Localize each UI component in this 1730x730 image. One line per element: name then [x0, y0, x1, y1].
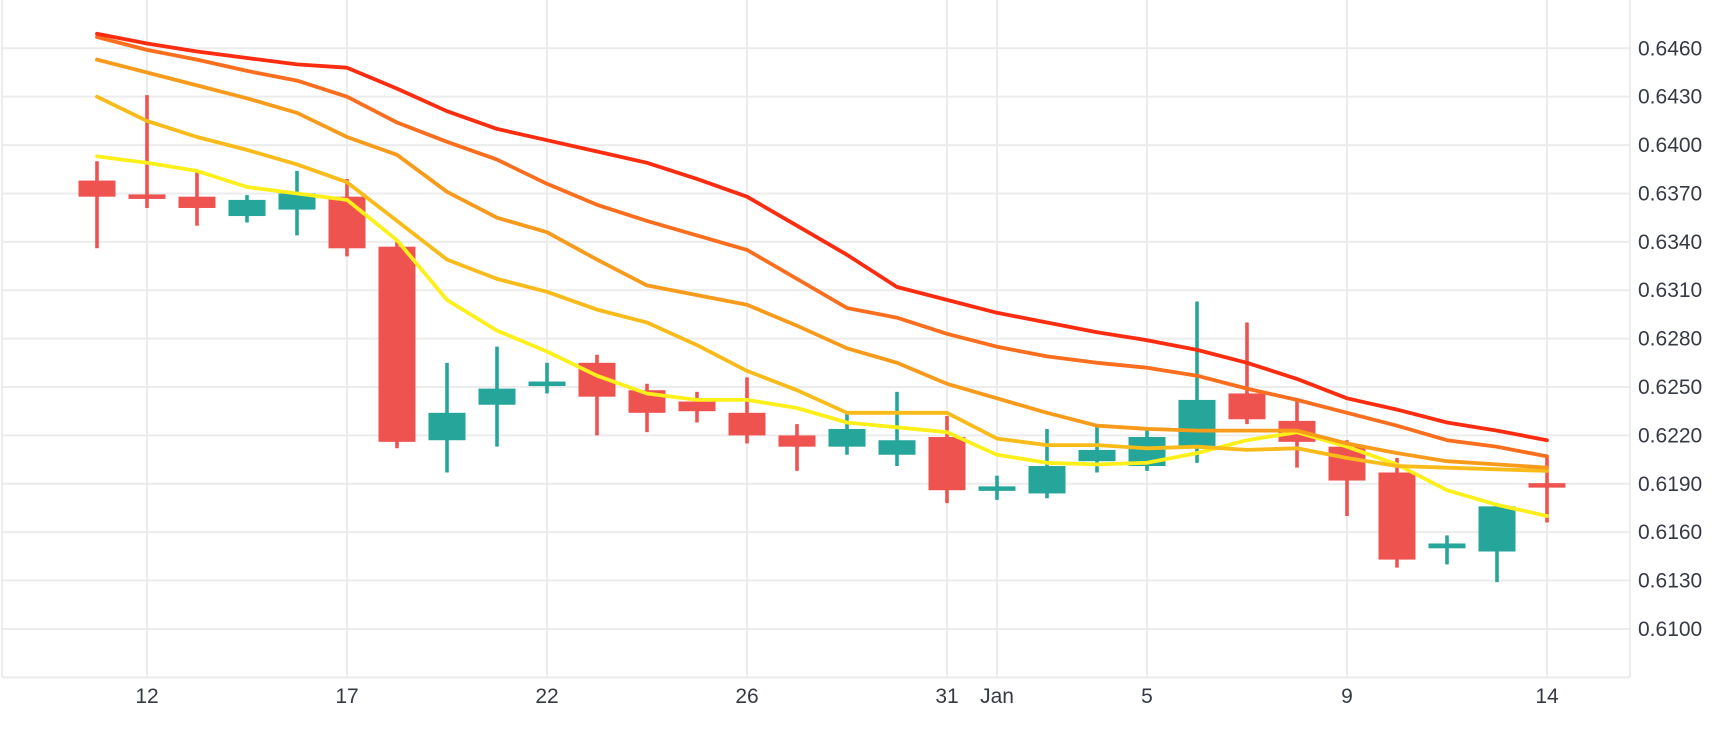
candle-body: [378, 246, 416, 442]
candle-body: [978, 486, 1016, 491]
price-axis-label: 0.6340: [1638, 231, 1702, 254]
candle-body: [1178, 399, 1216, 447]
candle-body: [928, 437, 966, 491]
price-axis-label: 0.6280: [1638, 328, 1702, 351]
price-axis-label: 0.6460: [1638, 37, 1702, 60]
price-axis-label: 0.6160: [1638, 521, 1702, 544]
candle-body: [278, 193, 316, 210]
candle-down: [1228, 322, 1266, 425]
candle-down: [128, 95, 166, 208]
candle-down: [628, 383, 666, 433]
candle-down: [728, 377, 766, 444]
candle-body: [1228, 393, 1266, 420]
price-axis-label: 0.6220: [1638, 424, 1702, 447]
time-axis[interactable]: 12 17 22 26 31 Jan 5 9 14: [135, 685, 1559, 708]
candle-body: [1028, 466, 1066, 494]
candle-down: [778, 424, 816, 471]
candle-up: [1178, 301, 1216, 463]
candle-body: [878, 440, 916, 455]
price-axis-label: 0.6370: [1638, 182, 1702, 205]
candle-up: [228, 195, 266, 223]
candle-body: [428, 412, 466, 441]
candle-down: [578, 354, 616, 436]
candle-up: [428, 362, 466, 473]
candle-body: [328, 196, 366, 249]
candle-body: [1078, 449, 1116, 462]
candle-body: [1378, 472, 1416, 560]
time-axis-label: 9: [1341, 685, 1353, 708]
grid-layer: [1, 0, 1631, 679]
candle-body: [1478, 506, 1516, 552]
price-axis-label: 0.6310: [1638, 279, 1702, 302]
candle-up: [478, 346, 516, 447]
candle-body: [728, 412, 766, 436]
candle-body: [828, 428, 866, 447]
candle-down: [178, 172, 216, 226]
candle-down: [328, 178, 366, 257]
ma-lines-layer: [95, 31, 1549, 518]
candle-body: [178, 196, 216, 208]
candle-down: [78, 161, 116, 249]
candle-down: [678, 391, 716, 423]
candle-body: [128, 194, 166, 199]
ma-ribbon-4: [95, 94, 1549, 473]
candle-down: [1378, 457, 1416, 568]
candle-up: [528, 362, 566, 394]
candle-up: [828, 412, 866, 455]
time-axis-label: 12: [135, 685, 158, 708]
price-axis[interactable]: 0.6460 0.6430 0.6400 0.6370 0.6340 0.6310 0.62…: [1638, 37, 1702, 641]
time-axis-label: 22: [535, 685, 558, 708]
price-axis-label: 0.6430: [1638, 86, 1702, 109]
candle-body: [778, 435, 816, 447]
candle-body: [1428, 543, 1466, 549]
candle-up: [978, 475, 1016, 500]
time-axis-label: 5: [1141, 685, 1153, 708]
time-axis-label: 31: [935, 685, 958, 708]
time-axis-label: 17: [335, 685, 358, 708]
candle-down: [378, 241, 416, 449]
candle-up: [278, 170, 316, 236]
price-axis-label: 0.6100: [1638, 618, 1702, 641]
price-axis-label: 0.6130: [1638, 570, 1702, 593]
candle-body: [228, 199, 266, 217]
time-axis-label: 14: [1535, 685, 1559, 708]
candle-body: [678, 401, 716, 412]
candle-up: [1428, 535, 1466, 565]
price-axis-label: 0.6190: [1638, 473, 1702, 496]
candle-body: [528, 381, 566, 387]
price-axis-label: 0.6400: [1638, 134, 1702, 157]
candle-body: [78, 180, 116, 197]
candle-up: [1478, 503, 1516, 583]
price-axis-label: 0.6250: [1638, 376, 1702, 399]
ma-ribbon-1-slowest: [95, 31, 1549, 443]
time-axis-label: 26: [735, 685, 758, 708]
candle-body: [478, 388, 516, 405]
ma-ribbon-2: [95, 35, 1549, 459]
candle-body: [1528, 483, 1566, 488]
time-axis-label: Jan: [980, 685, 1014, 708]
ma-ribbon-3: [95, 57, 1549, 470]
